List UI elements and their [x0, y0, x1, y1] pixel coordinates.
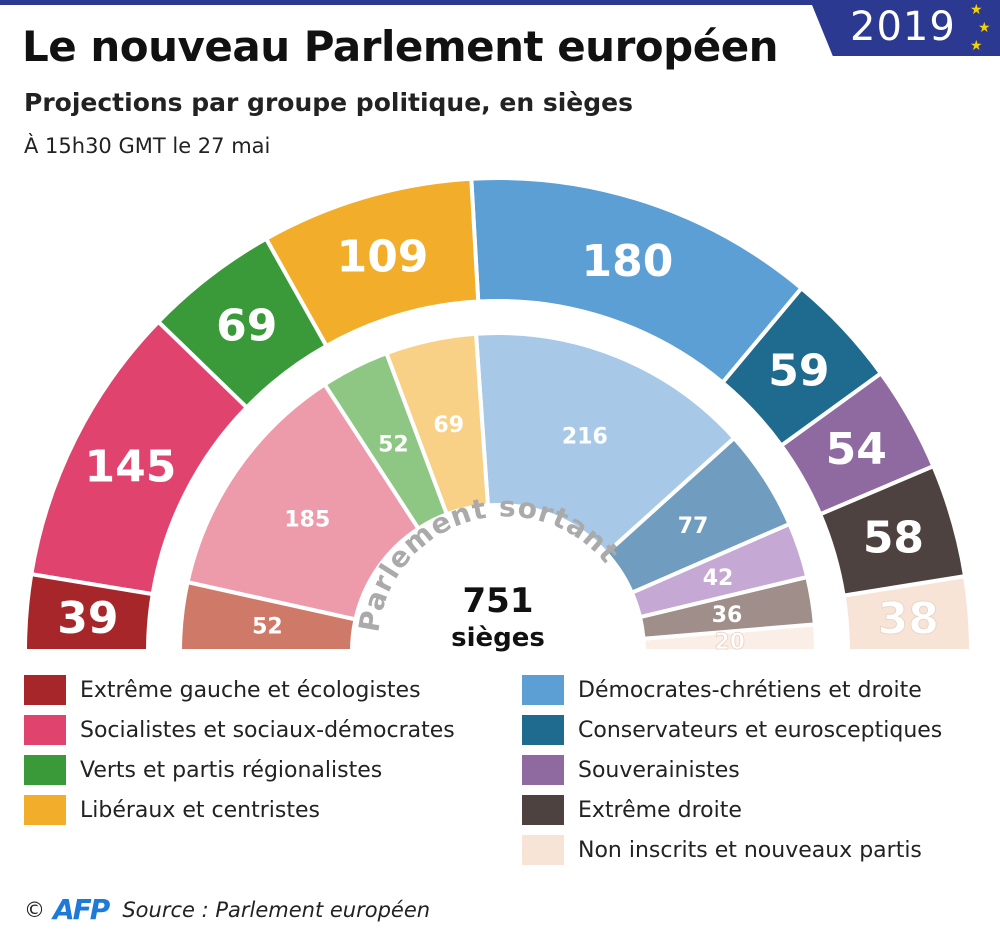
data-label: 216: [562, 425, 608, 450]
data-label: 52: [378, 433, 409, 458]
source: Source : Parlement européen: [122, 897, 431, 922]
legend-swatch: [522, 795, 564, 825]
outgoing-segment: [603, 435, 793, 596]
legend-label: Socialistes et sociaux-démocrates: [80, 717, 455, 743]
projection-segment: [28, 318, 250, 597]
projection-segment: [817, 463, 968, 598]
data-label: 77: [678, 514, 709, 539]
outgoing-segment: [321, 350, 450, 532]
legend-swatch: [522, 715, 564, 745]
legend-left: Extrême gauche et écologistes Socialistes…: [24, 670, 455, 830]
data-label: 39: [57, 593, 118, 644]
data-label: 52: [252, 614, 283, 639]
legend-label: Verts et partis régionalistes: [80, 757, 383, 783]
total-seats: 751: [463, 581, 534, 621]
legend-swatch: [24, 755, 66, 785]
data-label: 58: [863, 513, 924, 564]
data-label: 54: [826, 424, 887, 475]
outgoing-segment: [383, 331, 491, 517]
projection-segment: [778, 370, 936, 517]
legend-item: Extrême droite: [522, 790, 942, 830]
legend-label: Extrême gauche et écologistes: [80, 677, 421, 703]
legend-label: Non inscrits et nouveaux partis: [578, 837, 922, 863]
total-unit: sièges: [451, 623, 545, 653]
chart-subtitle: Projections par groupe politique, en siè…: [24, 88, 633, 117]
legend-label: Extrême droite: [578, 797, 742, 823]
projection-segment: [469, 176, 805, 386]
legend-swatch: [522, 835, 564, 865]
legend-item: Socialistes et sociaux-démocrates: [24, 710, 455, 750]
projection-segment: [841, 573, 974, 653]
copyright: ©: [24, 897, 45, 922]
projection-segment: [22, 571, 155, 653]
data-label: 185: [284, 508, 330, 533]
legend-swatch: [522, 755, 564, 785]
legend-item: Extrême gauche et écologistes: [24, 670, 455, 710]
legend-item: Non inscrits et nouveaux partis: [522, 830, 942, 870]
data-label: 42: [703, 566, 734, 591]
legend-label: Libéraux et centristes: [80, 797, 320, 823]
afp-logo: AFP: [53, 893, 110, 926]
data-label: 38: [878, 594, 939, 645]
data-label: 20: [714, 630, 745, 655]
outgoing-segment: [185, 381, 422, 622]
legend-item: Libéraux et centristes: [24, 790, 455, 830]
projection-segment: [263, 176, 481, 349]
legend-right: Démocrates-chrétiens et droite Conservate…: [522, 670, 942, 870]
outgoing-segment: [473, 331, 737, 557]
data-label: 69: [216, 301, 277, 352]
legend-swatch: [24, 675, 66, 705]
outgoing-segment: [629, 521, 810, 620]
projection-segment: [719, 285, 884, 449]
outgoing-segment: [177, 579, 358, 653]
star-icon: ★: [970, 2, 983, 18]
projection-segment: [155, 236, 330, 411]
legend-item: Démocrates-chrétiens et droite: [522, 670, 942, 710]
legend-label: Souverainistes: [578, 757, 740, 783]
year-badge: 2019 ★ ★ ★: [810, 0, 1000, 56]
data-label: 109: [337, 231, 429, 282]
legend-item: Conservateurs et eurosceptiques: [522, 710, 942, 750]
star-icon: ★: [970, 38, 983, 54]
year: 2019: [850, 4, 956, 50]
legend-item: Verts et partis régionalistes: [24, 750, 455, 790]
data-label: 145: [85, 441, 177, 492]
timestamp: À 15h30 GMT le 27 mai: [24, 134, 271, 158]
data-label: 180: [582, 236, 674, 287]
chart-title: Le nouveau Parlement européen: [22, 22, 779, 71]
star-icon: ★: [978, 20, 991, 36]
legend-item: Souverainistes: [522, 750, 942, 790]
data-label: 69: [433, 413, 464, 438]
legend-swatch: [24, 715, 66, 745]
legend-swatch: [522, 675, 564, 705]
top-bar: [0, 0, 1000, 5]
legend-label: Conservateurs et eurosceptiques: [578, 717, 943, 743]
legend-swatch: [24, 795, 66, 825]
data-label: 59: [768, 346, 829, 397]
footer: © AFP Source : Parlement européen: [24, 893, 430, 926]
data-label: 36: [712, 603, 743, 628]
legend-label: Démocrates-chrétiens et droite: [578, 677, 922, 703]
